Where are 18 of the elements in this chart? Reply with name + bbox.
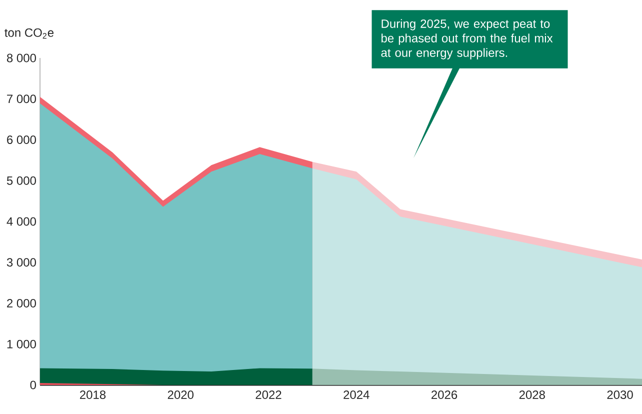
x-tick-label: 2026 — [432, 390, 458, 400]
x-tick-label: 2024 — [344, 390, 370, 400]
y-tick-label: 7 000 — [7, 94, 36, 104]
y-tick-label: 3 000 — [6, 258, 36, 267]
x-tick-label: 2028 — [519, 390, 545, 400]
y-tick-label: 1 000 — [7, 340, 36, 348]
y-tick-label: 6 000 — [7, 136, 36, 144]
annotation: During 2025, we expect peat to be phased out from the fuel mix at our energy suppliers. — [381, 19, 553, 60]
y-axis-title: ton CO$_{2}$e — [4, 28, 54, 39]
y-tick-label: 5 000 — [6, 176, 36, 185]
x-tick-label: 2022 — [256, 390, 282, 400]
x-tick-label: 2018 — [80, 390, 106, 400]
x-tick-label: 2030 — [607, 390, 633, 400]
x-tick-label: 2020 — [168, 390, 194, 400]
y-tick-label: 4 000 — [6, 217, 36, 226]
y-tick-label: 2 000 — [7, 298, 36, 308]
y-tick-label: 8 000 — [6, 54, 36, 62]
y-tick-label: 0 — [30, 380, 36, 390]
